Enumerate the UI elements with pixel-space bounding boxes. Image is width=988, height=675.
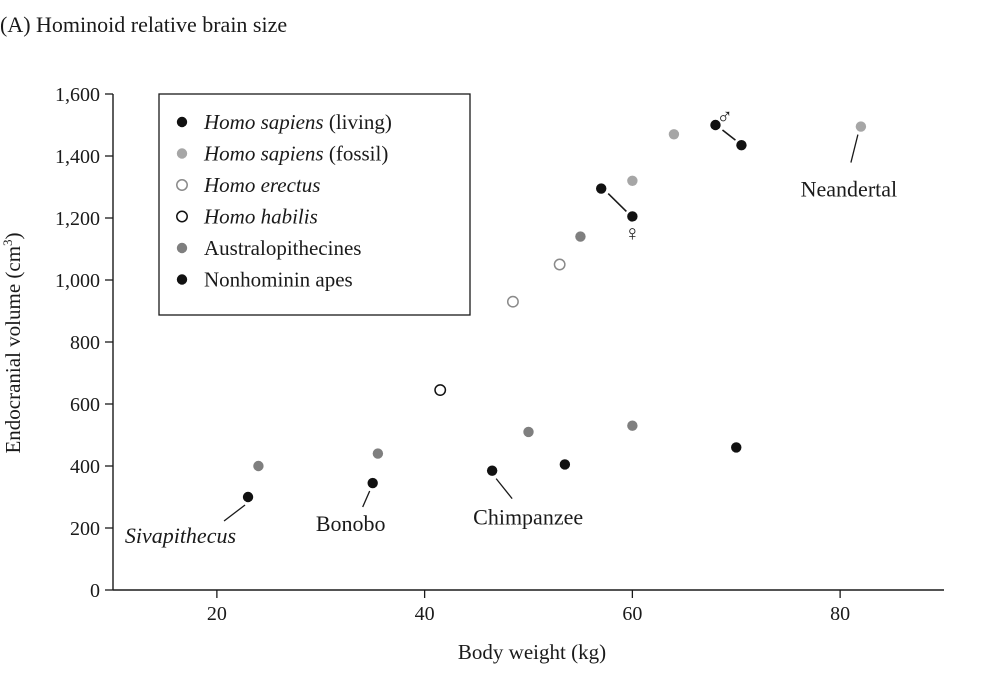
annotations: Sivapithecus Bonobo Chimpanzee Neandertal: [125, 177, 897, 548]
y-axis-label-sup: 3: [0, 239, 15, 246]
legend-label-name: Homo sapiens: [203, 110, 324, 134]
legend-label-suffix: (fossil): [324, 142, 389, 166]
data-point: [553, 258, 566, 271]
data-point: [855, 121, 867, 132]
x-tick-label: 20: [207, 603, 227, 625]
data-points: [242, 119, 867, 503]
legend-label-name: Nonhominin apes: [204, 268, 353, 292]
data-point: [627, 211, 638, 222]
data-point: [559, 459, 571, 470]
x-tick-label: 80: [830, 603, 850, 625]
leader-line: [223, 504, 246, 522]
data-point: [575, 231, 586, 242]
leader-line: [495, 478, 513, 500]
female-symbol: ♀: [624, 220, 641, 245]
legend-marker: [176, 148, 188, 159]
legend-label: Nonhominin apes: [204, 268, 353, 292]
y-tick-label: 400: [70, 456, 100, 478]
data-point: [710, 119, 721, 131]
annotation-leaders: [223, 134, 859, 522]
legend-box: [158, 93, 471, 316]
y-tick-label: 0: [90, 580, 100, 602]
female-link: [607, 192, 627, 213]
legend-marker: [176, 179, 188, 191]
y-tick-label: 1,400: [55, 146, 100, 168]
y-ticks: 0 200 400 600 800 1,000 1,200 1,400 1,600: [55, 84, 113, 602]
data-point: [731, 442, 742, 453]
data-point: [596, 183, 607, 194]
legend-label-name: Homo habilis: [203, 205, 318, 229]
data-point: [736, 139, 747, 151]
data-point: [506, 295, 519, 308]
x-ticks: 20 40 60 80: [207, 590, 850, 625]
y-axis-label-main: Endocranial volume (cm: [1, 246, 25, 454]
legend-label: Homo sapiens (fossil): [203, 142, 388, 166]
y-tick-label: 1,200: [55, 208, 100, 230]
data-point: [372, 448, 384, 459]
male-symbol: ♂: [716, 104, 733, 129]
legend-marker: [176, 242, 188, 254]
male-link: [721, 129, 736, 141]
y-tick-label: 200: [70, 518, 100, 540]
x-tick-label: 60: [622, 603, 642, 625]
legend-label: Australopithecines: [204, 236, 361, 260]
annotation-label: Chimpanzee: [473, 505, 583, 530]
leader-line: [362, 490, 371, 508]
annotation-label: Bonobo: [316, 511, 386, 536]
y-tick-label: 1,600: [55, 84, 100, 106]
legend: Homo sapiens (living)Homo sapiens (fossi…: [158, 93, 471, 316]
y-tick-label: 600: [70, 394, 100, 416]
chart-title: (A) Hominoid relative brain size: [0, 12, 288, 37]
y-tick-label: 1,000: [55, 270, 100, 292]
x-axis-label: Body weight (kg): [458, 640, 606, 664]
legend-marker: [176, 274, 188, 285]
legend-marker: [176, 116, 188, 128]
data-point: [523, 426, 534, 438]
data-point: [668, 129, 680, 140]
data-point: [253, 460, 264, 472]
data-point: [242, 491, 254, 503]
y-tick-label: 800: [70, 332, 100, 354]
legend-label-suffix: (living): [324, 110, 392, 134]
annotation-label: Neandertal: [801, 177, 898, 202]
y-axis-label-close: ): [1, 232, 25, 239]
x-tick-label: 40: [415, 603, 435, 625]
legend-label-name: Homo sapiens: [203, 142, 324, 166]
legend-label: Homo habilis: [203, 205, 318, 229]
leader-line: [850, 134, 859, 163]
data-point: [627, 175, 638, 186]
legend-label-name: Australopithecines: [204, 236, 361, 260]
data-point: [434, 384, 447, 396]
legend-marker: [176, 210, 188, 223]
data-point: [367, 477, 378, 489]
annotation-label: Sivapithecus: [125, 523, 236, 548]
legend-label-name: Homo erectus: [203, 173, 320, 197]
legend-label: Homo sapiens (living): [203, 110, 392, 134]
sex-symbols: ♂♀: [607, 104, 736, 245]
y-axis-label: Endocranial volume (cm3): [0, 232, 25, 453]
data-point: [627, 420, 638, 431]
legend-label: Homo erectus: [203, 173, 320, 197]
data-point: [486, 465, 498, 476]
